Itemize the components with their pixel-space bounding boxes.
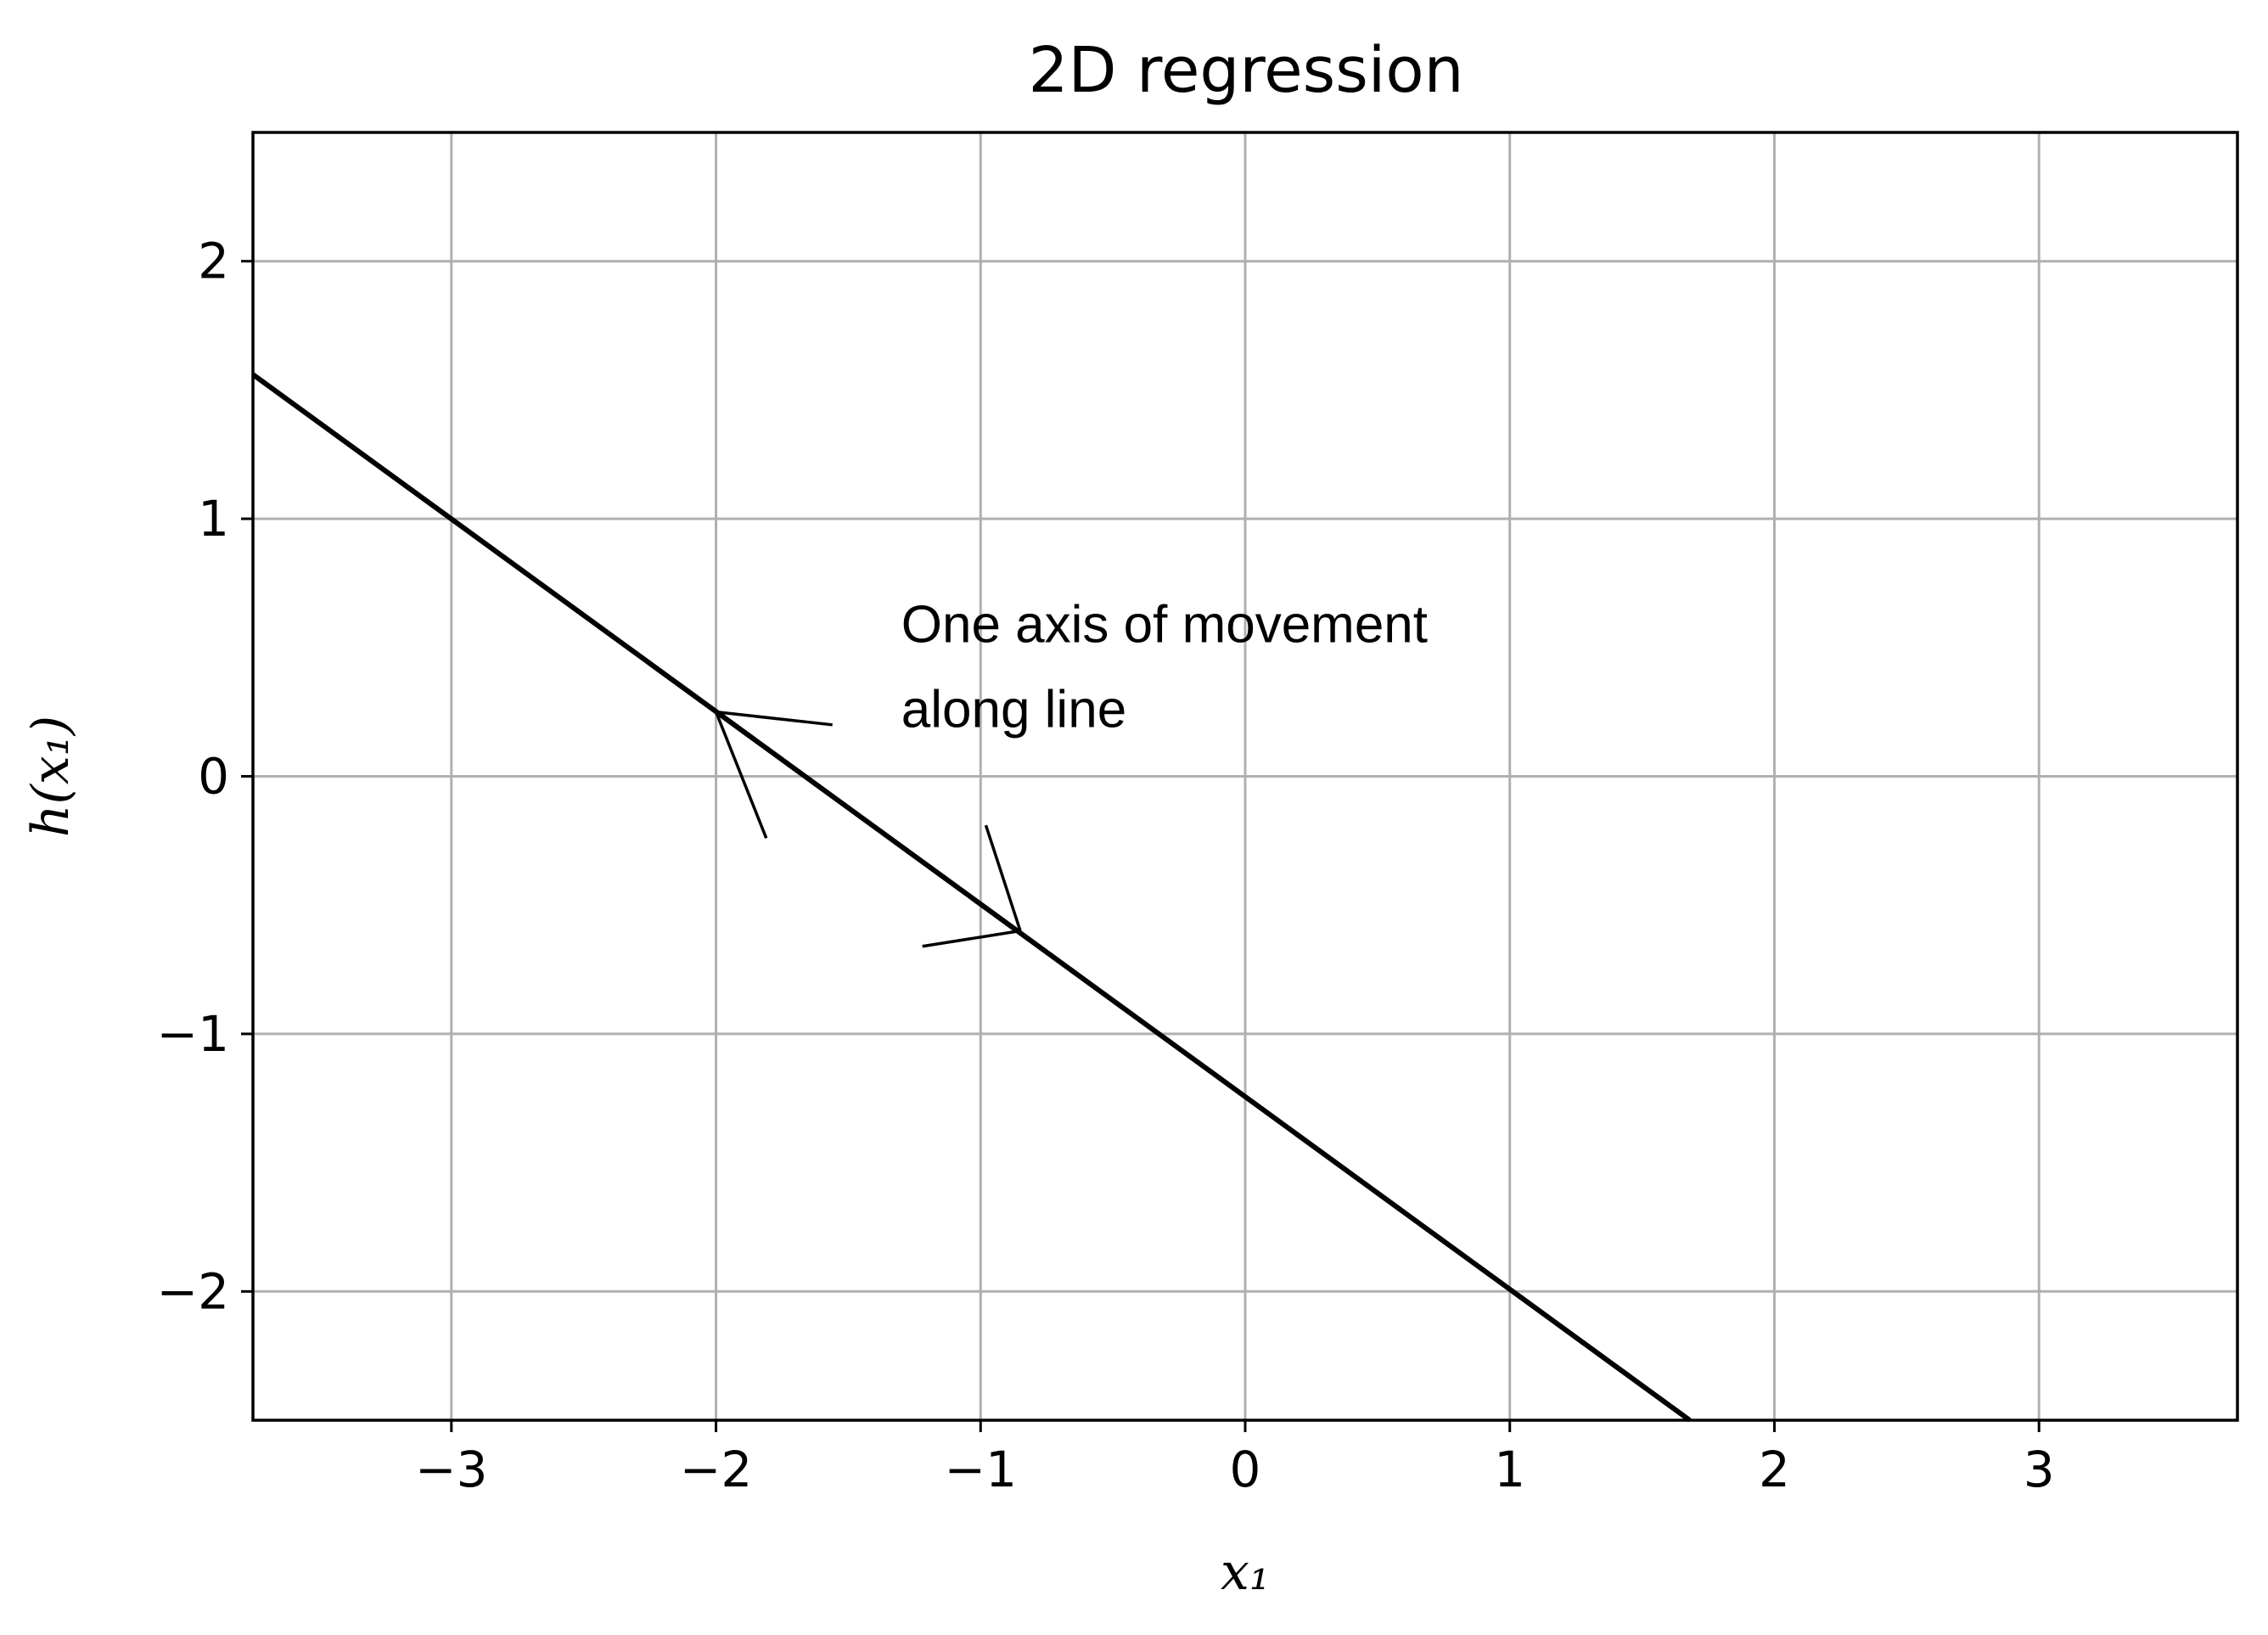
ticks-group: −3 −2 −1 0 1 2 3 −2 −1 0 1 2 [157, 233, 2055, 1498]
series-line [251, 372, 1692, 1423]
annotation-text: One axis of movement along line [901, 596, 1443, 739]
x-tick-label: 3 [2024, 1441, 2055, 1498]
arrow-barb [984, 824, 1022, 932]
arrow-barb [716, 710, 833, 727]
chart-title: 2D regression [1028, 34, 1463, 107]
annotation-line-2: along line [901, 681, 1126, 739]
x-tick-label: −2 [680, 1441, 753, 1498]
x-tick-label: 1 [1494, 1441, 1525, 1498]
series-group [251, 372, 1692, 1423]
x-tick-label: −1 [945, 1441, 1018, 1498]
y-tick-label: 1 [198, 490, 229, 548]
annotation-arrows [714, 710, 1022, 948]
y-tick-label: 0 [198, 748, 229, 806]
annotation-line-1: One axis of movement [901, 596, 1428, 655]
y-tick-label: −2 [157, 1262, 230, 1320]
grid [253, 132, 2237, 1420]
x-tick-label: −3 [415, 1441, 488, 1498]
arrow-barb [922, 929, 1021, 948]
arrow-barb [714, 711, 768, 839]
y-axis-label: h(x₁) [21, 716, 81, 837]
y-tick-label: 2 [198, 233, 229, 290]
x-tick-label: 2 [1759, 1441, 1790, 1498]
y-tick-label: −1 [157, 1005, 230, 1063]
x-tick-label: 0 [1230, 1441, 1261, 1498]
x-axis-label: x₁ [1221, 1542, 1270, 1602]
